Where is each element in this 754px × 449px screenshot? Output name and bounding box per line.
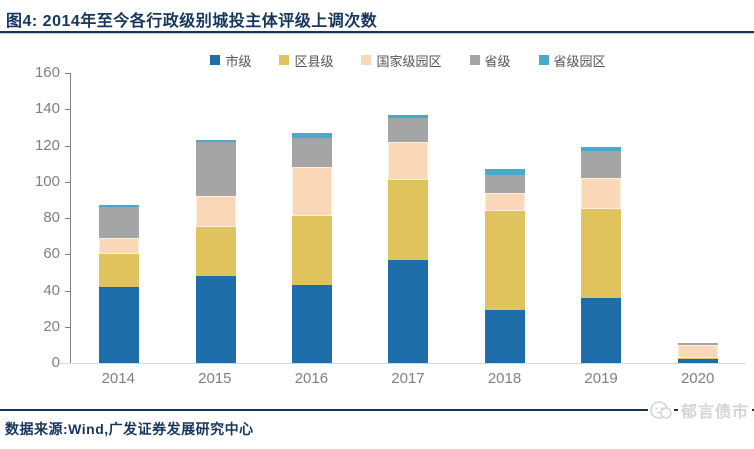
x-axis-label-2016: 2016 (294, 370, 329, 387)
bar-segment-2019-3 (581, 150, 622, 179)
y-axis-tick-label: 20 (43, 317, 60, 335)
bar-segment-2020-3 (677, 343, 718, 345)
stacked-bar-2014 (99, 73, 140, 363)
bar-segment-2017-4 (388, 114, 429, 119)
watermark-logo: 郁言债市 (647, 398, 752, 422)
x-axis-label-2015: 2015 (198, 370, 232, 387)
watermark-text: 郁言债市 (677, 398, 752, 422)
y-axis-tick-label: 80 (43, 209, 60, 226)
bar-segment-2019-4 (581, 147, 622, 151)
legend-swatch-icon (279, 55, 290, 65)
bar-segment-2016-1 (292, 216, 333, 286)
legend-swatch-icon (361, 55, 372, 65)
bar-segment-2016-4 (292, 132, 333, 139)
bar-segment-2017-1 (388, 179, 429, 260)
x-axis-label-2014: 2014 (101, 370, 135, 387)
y-axis-tick-mark (65, 109, 70, 111)
bar-segment-2014-1 (99, 254, 140, 287)
y-axis-tick-label: 40 (43, 281, 60, 299)
bar-segment-2015-4 (195, 140, 236, 142)
y-axis-tick-label: 100 (34, 172, 60, 190)
stacked-bar-2018 (484, 73, 525, 363)
bar-segment-2015-0 (195, 276, 236, 363)
y-axis-tick-mark (65, 254, 70, 256)
bar-segment-2018-0 (484, 310, 525, 363)
figure-title: 图4: 2014年至今各行政级别城投主体评级上调次数 (6, 13, 378, 30)
y-axis-tick-mark (65, 145, 70, 147)
data-source-text: 数据来源:Wind,广发证券发展研究中心 (5, 421, 254, 437)
legend-item-1: 区县级 (279, 51, 333, 70)
bar-segment-2019-2 (581, 178, 622, 209)
bar-segment-2014-2 (99, 237, 140, 255)
title-divider (0, 31, 754, 33)
y-axis-tick-label: 160 (34, 64, 60, 81)
stacked-bar-2016 (292, 73, 333, 363)
bar-segment-2018-3 (484, 174, 525, 193)
y-axis-tick-label: 60 (43, 245, 60, 263)
legend-item-2: 国家级园区 (361, 51, 442, 70)
bar-segment-2015-1 (195, 227, 236, 276)
x-axis-label-2019: 2019 (584, 370, 618, 387)
legend-swatch-icon (210, 55, 221, 65)
stacked-bar-2019 (581, 73, 622, 363)
title-divider-shadow (0, 33, 754, 34)
mascot-icon (647, 399, 674, 421)
legend-item-4: 省级园区 (538, 51, 606, 70)
bar-segment-2016-2 (292, 167, 333, 217)
bar-segment-2020-1 (677, 357, 718, 360)
y-axis-tick-label: 120 (34, 136, 60, 154)
x-axis-label-2018: 2018 (487, 370, 522, 387)
plot-area (70, 73, 746, 363)
bar-segment-2015-3 (195, 141, 236, 197)
legend-swatch-icon (469, 55, 480, 65)
bar-series-container (71, 73, 746, 363)
footer-divider (0, 409, 754, 411)
legend-label: 省级 (484, 53, 511, 69)
chart-legend: 市级 区县级 国家级园区 省级 省级园区 (70, 51, 746, 69)
stacked-bar-2015 (195, 73, 236, 363)
legend-swatch-icon (538, 55, 549, 65)
bar-segment-2014-0 (99, 286, 140, 363)
bar-segment-2018-1 (484, 210, 525, 311)
stacked-bar-2017 (388, 73, 429, 363)
y-axis-tick-label: 0 (51, 354, 60, 371)
y-axis-tick-mark (65, 181, 70, 183)
x-axis-labels: 2014 2015 2016 2017 2018 2019 2020 (70, 370, 746, 387)
legend-item-3: 省级 (469, 51, 511, 70)
bar-segment-2014-3 (99, 207, 140, 238)
bar-segment-2019-0 (581, 297, 622, 363)
bar-segment-2020-2 (677, 344, 718, 358)
bar-segment-2015-2 (195, 196, 236, 228)
legend-item-0: 市级 (210, 51, 251, 70)
bar-segment-2017-0 (388, 259, 429, 363)
bar-segment-2018-4 (484, 169, 525, 175)
legend-label: 区县级 (294, 53, 334, 69)
x-axis-label-2020: 2020 (680, 370, 715, 387)
y-axis-tick-label: 140 (34, 100, 60, 118)
bar-segment-2017-2 (388, 141, 429, 180)
bar-segment-2016-3 (292, 138, 333, 168)
stacked-bar-2020 (677, 73, 718, 363)
y-axis-tick-mark (65, 326, 70, 328)
bar-segment-2020-0 (677, 359, 718, 363)
y-axis-tick-mark (65, 290, 70, 292)
legend-label: 省级园区 (553, 53, 606, 69)
legend-label: 市级 (225, 53, 252, 69)
x-axis-label-2017: 2017 (391, 370, 425, 387)
y-axis-tick-mark (65, 218, 70, 219)
bar-segment-2016-0 (292, 285, 333, 363)
legend-label: 国家级园区 (376, 53, 442, 69)
x-axis-baseline (60, 363, 746, 364)
bar-segment-2017-3 (388, 118, 429, 142)
bar-segment-2014-4 (99, 205, 140, 208)
y-axis-tick-mark (65, 73, 70, 74)
bar-segment-2019-1 (581, 208, 622, 298)
bar-segment-2018-2 (484, 192, 525, 211)
